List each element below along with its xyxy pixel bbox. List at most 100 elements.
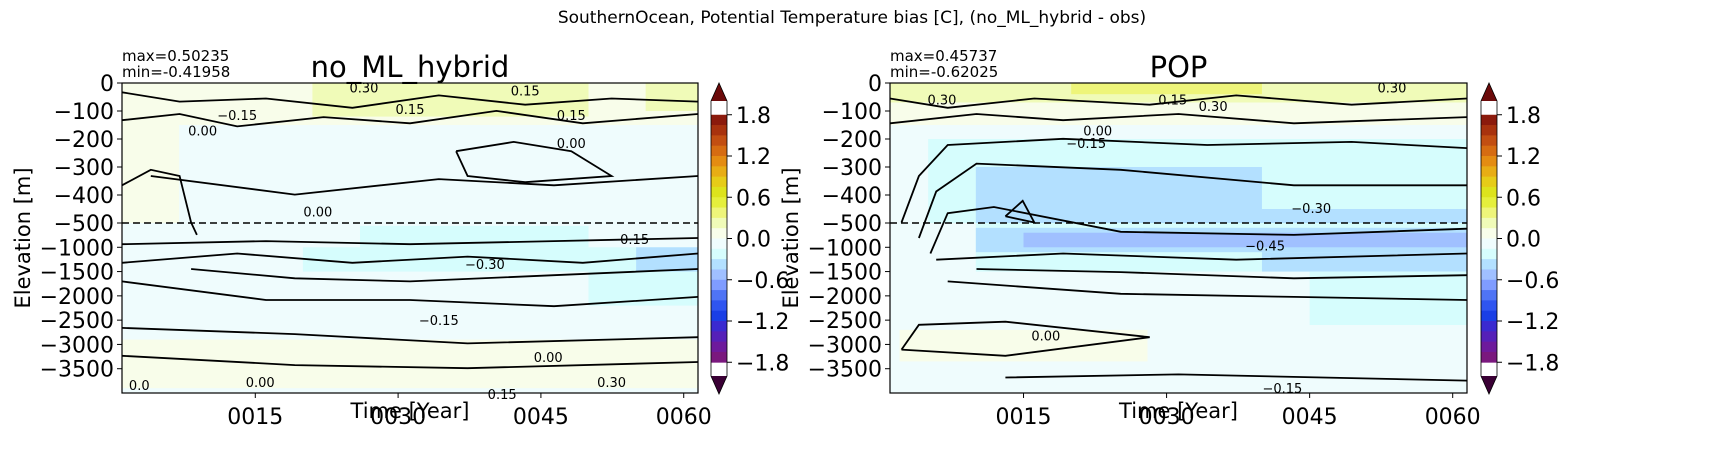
contour-label: −0.45 — [1245, 239, 1285, 254]
contour-line — [947, 280, 1468, 301]
colorbar-swatch — [711, 259, 727, 270]
y-tick-label: −500 — [54, 212, 114, 237]
y-tick-label: −100 — [54, 100, 114, 125]
contour-label: −0.15 — [1262, 382, 1302, 397]
colorbar-swatch — [711, 310, 727, 322]
y-tick-label: −1500 — [40, 261, 114, 286]
y-tick-label: −400 — [54, 184, 114, 209]
panel-pop: 0.300.30 0.15 0.300.00−0.15−0.30−0.450.00−… — [779, 47, 1559, 430]
contour-label: 0.15 — [396, 103, 425, 118]
x-tick-label: 0060 — [1425, 405, 1481, 430]
colorbar-swatch — [1481, 125, 1497, 136]
x-axis-ticks: 0015 0030 0045 0060 — [227, 393, 712, 430]
y-tick-label: −3500 — [808, 358, 882, 383]
contour-label: 0.00 — [303, 205, 332, 220]
heatmap-area — [122, 83, 698, 393]
colorbar-swatch — [1481, 248, 1497, 260]
colorbar-swatch — [711, 341, 727, 353]
y-axis-ticks: 0 −100 −200 −300 −400 −500−1000−1500−2000−250… — [40, 72, 122, 383]
colorbar-swatch — [1481, 331, 1497, 343]
colorbar-swatch — [711, 279, 727, 291]
contour-line — [918, 162, 1467, 239]
contour-label: 0.30 — [1378, 81, 1407, 96]
contour-label: 0.0 — [129, 379, 150, 394]
x-axis-ticks: 0015 0030 0045 0060 — [996, 393, 1481, 430]
panel-title: POP — [1150, 50, 1208, 84]
y-tick-label: −300 — [822, 156, 882, 181]
contour-label: 0.15 — [557, 109, 586, 124]
colorbar-swatch — [1481, 279, 1497, 291]
contour-line — [889, 94, 1468, 109]
contour-label: 0.00 — [188, 125, 217, 140]
y-axis-ticks: 0 −100 −200 −300 −400 −500−1000−1500−2000−250… — [808, 72, 890, 383]
y-tick-label: −3500 — [40, 358, 114, 383]
contour-line — [121, 237, 699, 246]
y-tick-label: −2000 — [40, 285, 114, 310]
panel-no-ml-hybrid: 0.30 0.150.15 0.15−0.150.000.000.000.15−0.… — [11, 47, 789, 430]
y-axis-label: Elevation [m] — [11, 167, 35, 308]
colorbar-tick-label: 0.6 — [1506, 186, 1541, 211]
colorbar-swatch — [711, 197, 727, 208]
x-tick-label: 0045 — [1282, 405, 1338, 430]
y-tick-label: −400 — [822, 184, 882, 209]
contour-line — [455, 140, 615, 184]
contour-line — [121, 168, 198, 236]
x-tick-label: 0030 — [1139, 405, 1195, 430]
contour-label: −0.15 — [217, 109, 257, 124]
contour-line — [191, 268, 699, 283]
contour-line — [121, 91, 699, 109]
colorbar-swatch — [1481, 166, 1497, 178]
colorbar-swatch — [1481, 176, 1497, 188]
colorbar-outline — [710, 82, 728, 395]
colorbar-tick-label: 1.2 — [736, 145, 771, 170]
heatmap-cell — [899, 329, 1148, 362]
colorbar: 1.8 1.2 0.6 0.0 −0.6 −1.2 −1.8 — [1480, 82, 1559, 395]
heatmap-cell — [645, 83, 698, 111]
y-tick-label: −2500 — [40, 309, 114, 334]
contour-line — [976, 268, 1468, 280]
colorbar-tick-label: 1.8 — [1506, 104, 1541, 129]
contour-label: 0.00 — [534, 351, 563, 366]
stat-max: max=0.50235 — [122, 47, 229, 65]
colorbar-swatch — [1481, 341, 1497, 353]
y-tick-label: −200 — [54, 128, 114, 153]
contour-label: −0.15 — [419, 314, 459, 329]
colorbar-swatch — [711, 166, 727, 178]
y-tick-label: −100 — [822, 100, 882, 125]
contour-line — [1004, 199, 1037, 224]
y-tick-label: 0 — [100, 72, 114, 97]
colorbar-tick-label: −1.8 — [736, 351, 789, 376]
colorbar-swatch — [711, 186, 727, 198]
heatmap-cell — [636, 247, 698, 272]
x-tick-label: 0030 — [370, 405, 426, 430]
contour-line — [900, 320, 1150, 357]
colorbar-extend-max — [711, 83, 727, 101]
y-tick-label: −3000 — [40, 333, 114, 358]
colorbar-tick-label: −1.8 — [1506, 351, 1559, 376]
stat-max: max=0.45737 — [890, 47, 997, 65]
colorbar-swatch — [711, 351, 727, 363]
contour-label: 0.15 — [1158, 94, 1187, 109]
contour-label: 0.30 — [597, 376, 626, 391]
contour-line — [121, 109, 699, 128]
plot-frame — [889, 82, 1468, 394]
colorbar-swatch — [711, 156, 727, 167]
colorbar-swatch — [1481, 207, 1497, 219]
colorbar-swatch — [1481, 145, 1497, 157]
contour-labels: 0.300.30 0.15 0.300.00−0.15−0.30−0.450.00−… — [927, 81, 1406, 397]
contour-label: 0.00 — [1083, 125, 1112, 140]
contour-labels: 0.30 0.150.15 0.15−0.150.000.000.000.15−0.… — [129, 81, 649, 403]
heatmap-area — [890, 83, 1467, 393]
contour-label: 0.15 — [488, 388, 517, 403]
contour-line — [121, 327, 699, 345]
colorbar-swatch — [1481, 351, 1497, 363]
colorbar-swatch — [1481, 228, 1497, 239]
contour-label: 0.15 — [511, 84, 540, 99]
x-tick-label: 0015 — [996, 405, 1052, 430]
contour-label: −0.15 — [1066, 137, 1106, 152]
contour-line — [929, 206, 1468, 254]
plot-frame — [121, 82, 699, 394]
suptitle: SouthernOcean, Potential Temperature bia… — [558, 8, 1146, 28]
x-tick-label: 0060 — [656, 405, 712, 430]
colorbar-swatch — [1481, 197, 1497, 208]
